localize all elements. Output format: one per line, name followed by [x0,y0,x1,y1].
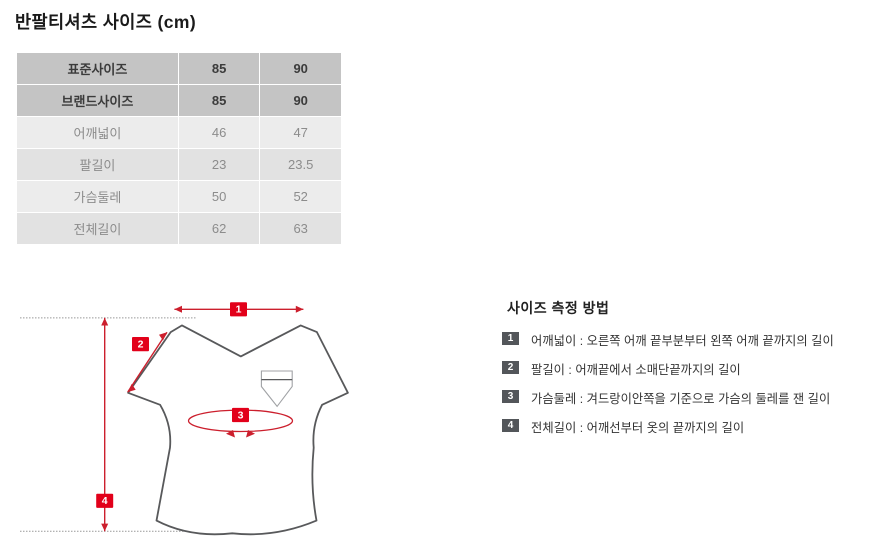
svg-text:3: 3 [238,409,244,421]
svg-text:2: 2 [138,339,144,351]
svg-text:4: 4 [102,495,108,507]
svg-text:1: 1 [236,304,242,316]
